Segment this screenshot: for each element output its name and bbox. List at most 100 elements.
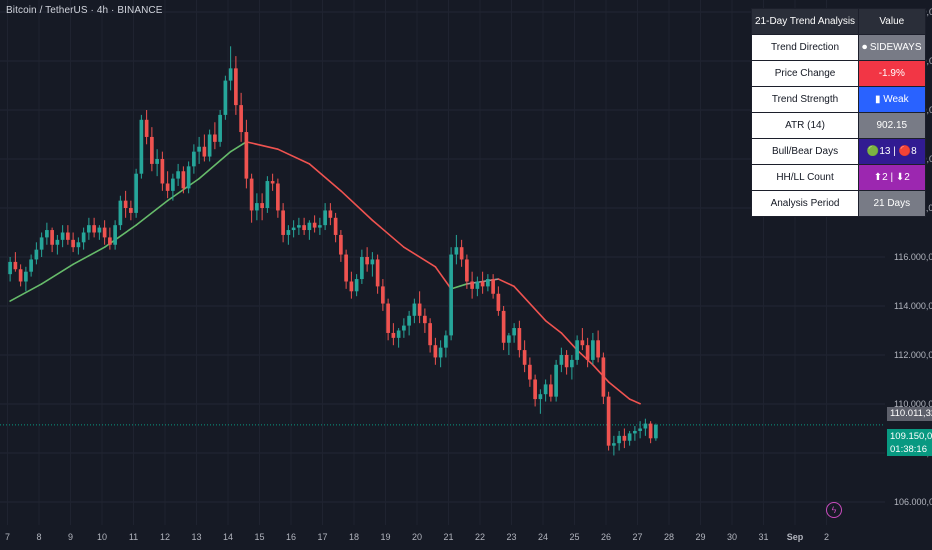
candle-body xyxy=(622,435,627,441)
y-tick-label: 106.000,00 xyxy=(894,497,932,507)
candle-body xyxy=(381,286,385,304)
table-row-bull-bear-days: Bull/Bear Days 🟢13 | 🔴8 xyxy=(750,138,926,165)
table-header-row: 21-Day Trend Analysis Value xyxy=(750,8,926,35)
candle-body xyxy=(360,257,364,280)
candle-body xyxy=(517,328,522,351)
candle-body xyxy=(123,200,128,208)
table-header-value: Value xyxy=(858,8,926,35)
candle-body xyxy=(354,279,359,292)
candle-body xyxy=(60,232,65,240)
candle-body xyxy=(627,433,632,441)
candle-body xyxy=(365,257,369,265)
candle-body xyxy=(344,254,348,282)
candle-body xyxy=(102,227,107,238)
candle-body xyxy=(486,279,490,287)
ma-segment xyxy=(450,283,468,290)
x-tick-label: 19 xyxy=(380,532,390,542)
ma-segment xyxy=(72,246,106,266)
candle-body xyxy=(50,230,54,245)
candle-body xyxy=(433,345,438,358)
row-value: 21 Days xyxy=(858,190,926,217)
x-tick-label: 28 xyxy=(664,532,674,542)
table-row-atr: ATR (14) 902.15 xyxy=(750,112,926,139)
candle-body xyxy=(291,227,296,231)
x-tick-label: 15 xyxy=(254,532,264,542)
candle-body xyxy=(638,428,642,431)
candle-body xyxy=(428,323,432,346)
candle-body xyxy=(564,355,569,368)
x-tick-label: 7 xyxy=(5,532,10,542)
candle-body xyxy=(286,230,291,235)
candle-body xyxy=(45,230,49,238)
row-label: Price Change xyxy=(750,60,860,87)
candle-body xyxy=(549,384,553,397)
x-tick-label: 23 xyxy=(506,532,516,542)
x-tick-label: 2 xyxy=(824,532,829,542)
candle-body xyxy=(297,225,301,228)
lightning-icon[interactable]: ϟ xyxy=(826,502,842,518)
candle-body xyxy=(139,119,144,174)
x-tick-label: 13 xyxy=(191,532,201,542)
ma-segment xyxy=(592,363,610,383)
candle-body xyxy=(255,203,259,211)
candle-body xyxy=(612,443,616,446)
ma-segment xyxy=(607,381,631,400)
candle-body xyxy=(281,210,285,235)
candle-body xyxy=(465,259,469,282)
ma-segment xyxy=(9,283,43,302)
candle-body xyxy=(417,303,422,316)
x-tick-label: 21 xyxy=(443,532,453,542)
candle-body xyxy=(543,384,548,395)
candle-body xyxy=(333,217,338,235)
candle-body xyxy=(155,159,159,164)
candle-body xyxy=(160,159,165,184)
candle-body xyxy=(349,281,354,292)
y-tick-label: 110.000,00 xyxy=(894,399,932,409)
candle-body xyxy=(501,310,506,343)
candle-body xyxy=(654,424,658,439)
candle-body xyxy=(328,210,333,218)
candle-body xyxy=(312,222,317,228)
row-value: ⏺ SIDEWAYS xyxy=(858,34,926,61)
table-row-price-change: Price Change -1.9% xyxy=(750,60,926,87)
candles xyxy=(8,46,658,456)
candle-body xyxy=(239,105,243,133)
ma-price-tag: 110.011,32 xyxy=(887,407,932,421)
ma-segment xyxy=(245,141,279,150)
row-label: Bull/Bear Days xyxy=(750,138,860,165)
candle-body xyxy=(633,430,637,434)
candle-body xyxy=(213,134,217,142)
x-tick-label: Sep xyxy=(787,532,804,542)
candle-body xyxy=(18,269,23,282)
candle-body xyxy=(318,225,322,228)
candle-body xyxy=(496,293,501,311)
candle-body xyxy=(165,183,170,191)
candle-body xyxy=(480,281,485,287)
ma-segment xyxy=(229,141,248,153)
candle-body xyxy=(375,259,380,287)
candle-body xyxy=(228,68,233,81)
row-value: 🟢13 | 🔴8 xyxy=(858,138,926,165)
candle-body xyxy=(260,203,264,208)
ma-segment xyxy=(198,150,232,180)
candle-body xyxy=(591,340,595,360)
candle-body xyxy=(276,183,280,211)
candle-body xyxy=(39,237,44,250)
candle-body xyxy=(181,171,186,189)
y-tick-label: 112.000,00 xyxy=(894,350,932,360)
ma-segment xyxy=(135,199,169,226)
candle-body xyxy=(87,225,91,233)
candle-body xyxy=(396,330,401,338)
x-tick-label: 16 xyxy=(286,532,296,542)
candle-body xyxy=(491,279,495,294)
candle-body xyxy=(601,357,606,397)
candle-body xyxy=(459,247,464,260)
x-tick-label: 11 xyxy=(129,532,138,542)
candle-body xyxy=(244,132,249,179)
x-tick-label: 18 xyxy=(349,532,359,542)
candle-body xyxy=(270,181,275,184)
row-value: -1.9% xyxy=(858,60,926,87)
x-tick-label: 24 xyxy=(538,532,548,542)
last-price-tag: 109.150,00 01:38:16 xyxy=(887,429,932,456)
